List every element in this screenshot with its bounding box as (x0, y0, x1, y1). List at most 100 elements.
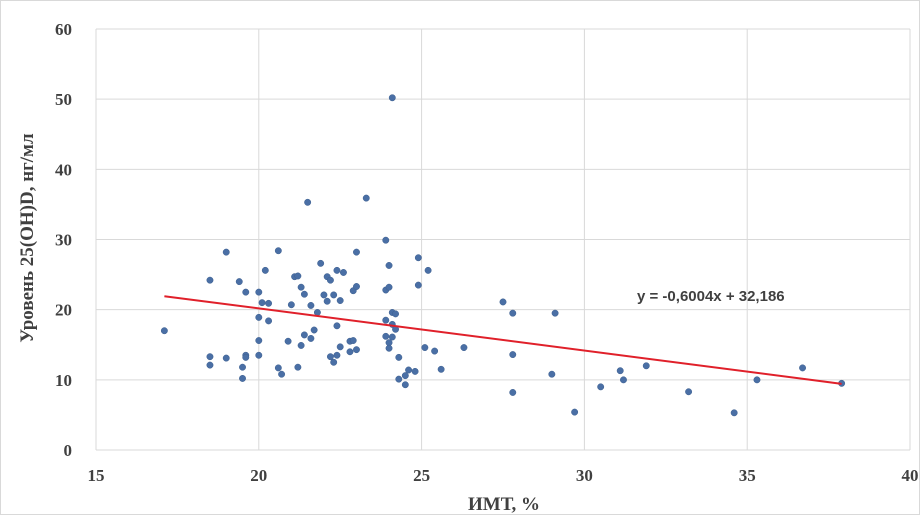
x-tick-label: 15 (88, 466, 105, 485)
data-point (499, 298, 507, 306)
data-point (255, 337, 263, 344)
y-tick-label: 60 (55, 20, 72, 39)
data-point (620, 376, 627, 384)
data-point (349, 337, 357, 344)
data-point (395, 353, 403, 361)
data-point (300, 290, 308, 298)
data-point (392, 310, 400, 318)
data-point (274, 364, 282, 372)
y-tick-label: 30 (55, 231, 72, 250)
gridlines (95, 28, 911, 451)
data-point (235, 278, 243, 286)
data-point (353, 346, 360, 354)
data-point (206, 353, 214, 361)
data-point (437, 365, 445, 373)
data-point (333, 266, 341, 274)
data-point (242, 288, 250, 296)
data-point (307, 302, 315, 309)
data-point (333, 322, 341, 330)
data-point (284, 337, 292, 345)
data-point (304, 198, 312, 206)
data-point (385, 344, 393, 352)
x-axis-title: ИМТ, % (468, 494, 540, 515)
data-point (401, 381, 409, 389)
data-point (265, 317, 273, 325)
data-point (326, 276, 334, 284)
data-point (411, 367, 419, 375)
data-point (242, 353, 250, 361)
data-point (330, 358, 338, 366)
data-point (414, 254, 422, 262)
y-axis-title: Уровень 25(OH)D, нг/мл (17, 133, 38, 343)
y-tick-label: 20 (55, 301, 72, 320)
data-point (239, 363, 246, 371)
data-point (362, 194, 370, 202)
data-point (336, 297, 344, 304)
data-point (753, 376, 761, 384)
data-point (239, 374, 246, 382)
data-point (551, 309, 559, 317)
data-point (297, 283, 305, 291)
data-point (388, 94, 396, 102)
data-point (333, 351, 341, 359)
data-point (460, 344, 468, 352)
data-point (395, 375, 403, 383)
x-tick-label: 20 (250, 466, 267, 485)
data-point (405, 366, 413, 374)
data-point (597, 383, 605, 391)
data-point (320, 291, 328, 299)
trendline (164, 295, 842, 385)
data-point (414, 281, 422, 289)
data-point (509, 351, 517, 359)
data-point (300, 331, 308, 339)
data-point (616, 367, 624, 375)
data-point (160, 327, 168, 335)
data-point (294, 363, 302, 371)
x-tick-label: 40 (902, 466, 919, 485)
data-point (261, 266, 269, 274)
data-point (642, 362, 650, 370)
data-point (509, 309, 517, 317)
data-point (255, 351, 263, 359)
data-point (330, 291, 338, 299)
data-point (353, 248, 360, 256)
data-point (346, 348, 354, 356)
data-point (509, 389, 517, 396)
data-point (274, 247, 282, 255)
data-point (206, 361, 214, 369)
data-point (255, 288, 263, 296)
data-point (385, 283, 393, 291)
data-point (222, 248, 230, 256)
x-tick-label: 30 (576, 466, 593, 485)
y-tick-label: 0 (64, 441, 73, 460)
x-tick-label: 35 (739, 466, 756, 485)
data-point (571, 408, 579, 416)
data-point (685, 388, 693, 396)
data-point (255, 313, 263, 321)
data-point (421, 344, 429, 352)
data-point (222, 354, 230, 362)
y-tick-label: 40 (55, 160, 72, 179)
data-point (265, 299, 273, 307)
x-tick-label: 25 (413, 466, 430, 485)
data-point (730, 409, 738, 417)
trendline-equation: y = -0,6004x + 32,186 (637, 288, 785, 305)
data-point (258, 299, 266, 307)
data-point (385, 262, 393, 269)
trendline-layer (164, 295, 842, 385)
y-tick-label: 50 (55, 90, 72, 109)
data-point (401, 372, 409, 380)
data-point (353, 283, 360, 290)
data-point (382, 316, 390, 324)
data-point (382, 332, 390, 340)
data-point (799, 364, 807, 372)
tick-labels: 0 10 20 30 40 50 60 15 20 25 30 35 40 (55, 20, 919, 485)
data-point (326, 353, 334, 361)
data-point (424, 266, 432, 274)
data-point (340, 269, 347, 276)
data-point (323, 297, 331, 305)
data-point (317, 259, 325, 267)
data-points (160, 94, 846, 417)
